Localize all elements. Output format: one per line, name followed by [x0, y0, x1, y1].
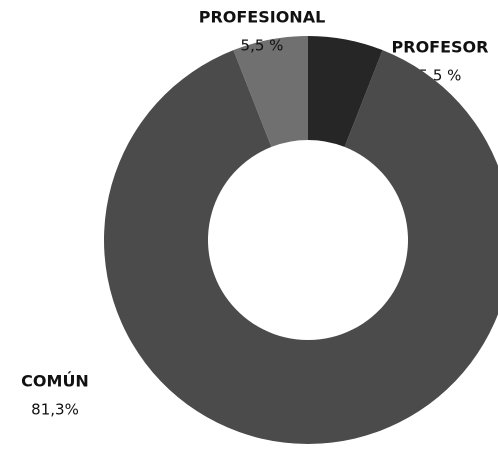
donut-slice [233, 36, 308, 147]
slice-label: PROFESOR [392, 38, 489, 57]
donut-slice [104, 50, 498, 444]
slice-label: COMÚN [21, 372, 89, 391]
donut-slice [308, 36, 383, 147]
slice-value-label: 5,5 % [241, 37, 284, 55]
slice-value-label: 81,3% [31, 401, 79, 419]
slice-label: PROFESIONAL [199, 8, 326, 27]
